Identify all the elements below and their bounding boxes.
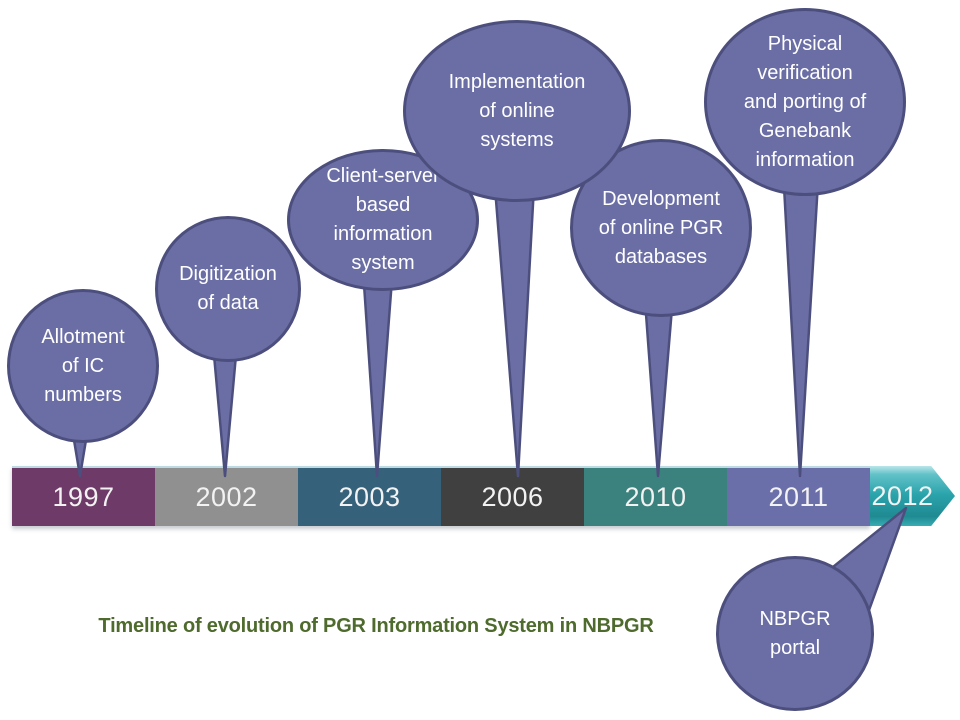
callout-text: Client-server based information system	[326, 165, 440, 274]
timeline-segment-2011: 2011	[727, 468, 870, 526]
callout-text: Allotment of IC numbers	[41, 325, 125, 406]
callout-genebank-porting: Physical verification and porting of Gen…	[704, 8, 906, 196]
callout-allotment-ic-numbers: Allotment of IC numbers	[7, 289, 159, 443]
timeline-bar: 1997 2002 2003 2006 2010 2011	[12, 466, 870, 526]
callout-online-systems: Implementation of online systems	[403, 20, 631, 202]
year-label-2006: 2006	[481, 481, 544, 512]
year-label-2010: 2010	[624, 481, 687, 512]
year-label-2012: 2012	[871, 480, 934, 511]
callout-text: NBPGR portal	[759, 607, 831, 659]
callout-nbpgr-portal: NBPGR portal	[716, 556, 874, 711]
timeline-segment-2010: 2010	[584, 468, 727, 526]
timeline-segment-2003: 2003	[298, 468, 441, 526]
year-label-2002: 2002	[195, 481, 258, 512]
callout-text: Implementation of online systems	[448, 70, 586, 151]
callout-text: Development of online PGR databases	[598, 187, 724, 268]
timeline-segment-2006: 2006	[441, 468, 584, 526]
tail-genebank-porting	[780, 148, 822, 478]
year-label-2003: 2003	[338, 481, 401, 512]
year-label-2011: 2011	[768, 481, 829, 512]
callout-text: Digitization of data	[179, 263, 277, 314]
timeline-segment-1997: 1997	[12, 468, 155, 526]
year-label-1997: 1997	[52, 481, 115, 512]
callout-digitization-of-data: Digitization of data	[155, 216, 301, 362]
callout-text: Physical verification and porting of Gen…	[743, 32, 867, 171]
timeline-segment-2012-arrow: 2012	[870, 466, 955, 526]
timeline-segment-2002: 2002	[155, 468, 298, 526]
slide-caption: Timeline of evolution of PGR Information…	[98, 615, 654, 637]
